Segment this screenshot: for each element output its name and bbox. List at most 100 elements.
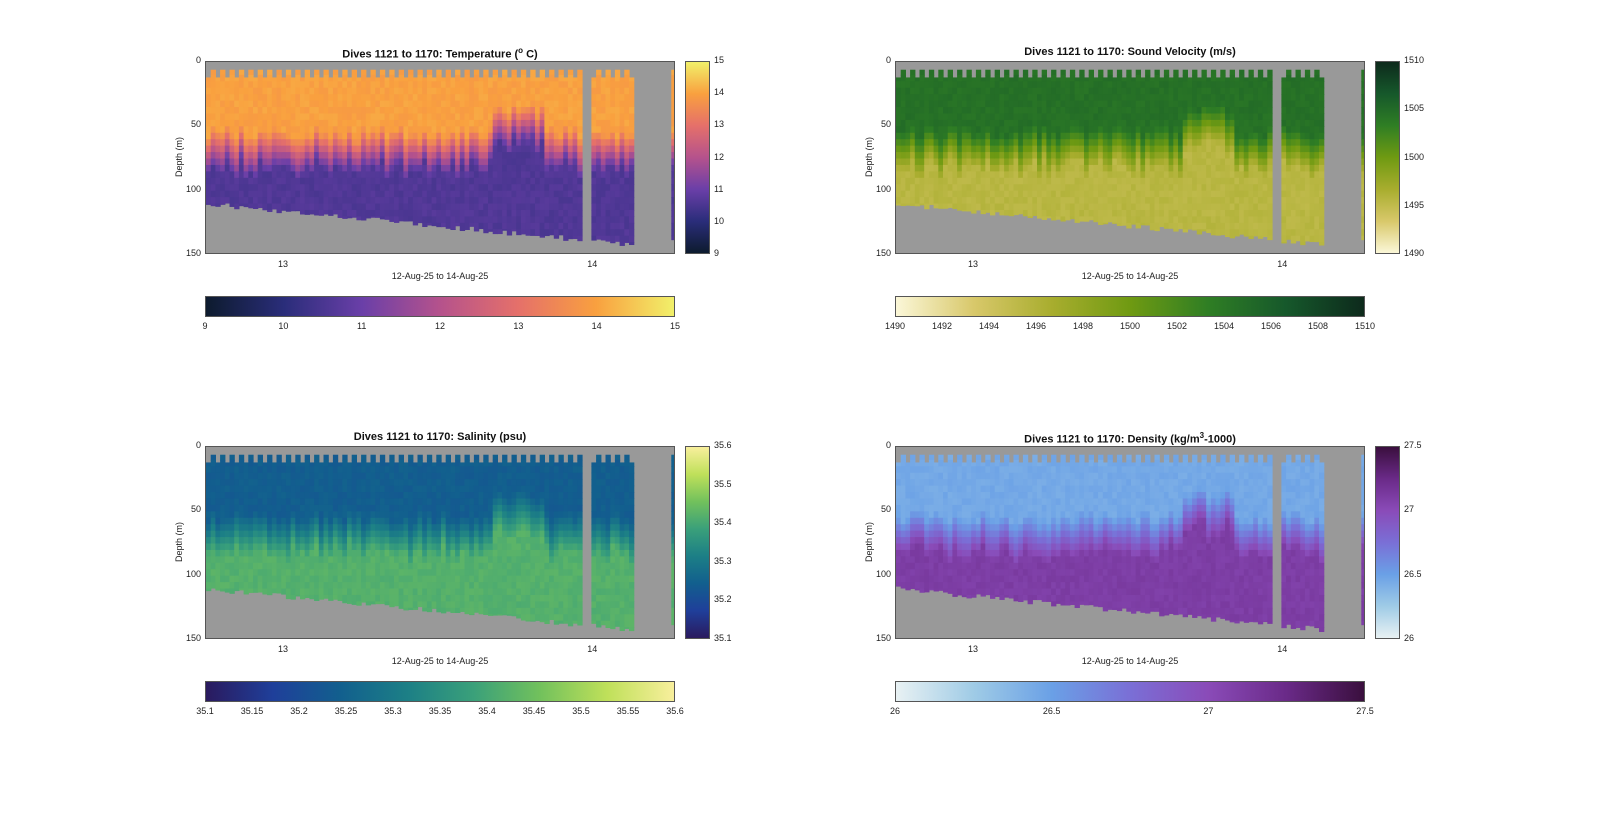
temperature-cell [478, 197, 484, 205]
temperature-cell [234, 77, 240, 82]
temperature-cell [605, 81, 611, 89]
temperature-cell [351, 74, 357, 82]
sound-velocity-cell [1135, 216, 1141, 224]
temperature-cell [488, 113, 494, 121]
temperature-cell [229, 152, 235, 160]
temperature-cell [624, 216, 630, 224]
sound-velocity-cell [966, 152, 972, 160]
sound-velocity-cell [1149, 203, 1156, 211]
sound-velocity-cell [1088, 171, 1094, 179]
sound-velocity-cell [1239, 164, 1245, 172]
temperature-cell [248, 113, 254, 121]
salinity-cell [229, 492, 235, 500]
sound-velocity-cell [1239, 197, 1245, 205]
sound-velocity-cell [1243, 184, 1250, 192]
sound-velocity-cell [938, 158, 944, 166]
temperature-cell [431, 139, 437, 147]
sound-velocity-cell [1055, 132, 1062, 140]
sound-velocity-cell [1121, 209, 1127, 217]
salinity-cell [262, 498, 268, 506]
temperature-cell [558, 100, 564, 108]
sound-velocity-cell [1135, 132, 1141, 140]
sound-velocity-cell [1074, 87, 1080, 95]
salinity-cell [304, 472, 310, 480]
temperature-cell [567, 229, 574, 237]
sound-velocity-cell [1286, 113, 1292, 121]
temperature-cell [309, 139, 315, 147]
temperature-cell [210, 132, 216, 140]
temperature-cell [384, 119, 390, 127]
sound-velocity-cell [1069, 132, 1076, 140]
temperature-cell [483, 164, 489, 172]
temperature-cell [417, 69, 423, 76]
temperature-cell [257, 171, 263, 179]
temperature-hcolorbar-tick: 11 [356, 321, 367, 331]
salinity-cell [206, 462, 212, 467]
sound-velocity-cell [1248, 132, 1254, 140]
temperature-cell [436, 203, 442, 211]
sound-velocity-cell [1196, 126, 1203, 134]
temperature-cell [488, 222, 494, 230]
sound-velocity-cell [1060, 171, 1066, 179]
temperature-cell [394, 209, 400, 217]
sound-velocity-cell [1112, 139, 1118, 147]
temperature-cell [473, 203, 480, 211]
sound-velocity-cell [1300, 203, 1306, 211]
temperature-cell [497, 87, 503, 95]
salinity-cell [318, 575, 325, 583]
temperature-cell [276, 171, 282, 179]
salinity-cell [285, 492, 292, 500]
sound-velocity-cell [1257, 87, 1264, 95]
salinity-cell [271, 524, 278, 532]
sound-velocity-cell [975, 87, 982, 95]
temperature-cell [337, 81, 343, 89]
temperature-cell [591, 81, 597, 89]
temperature-cell [248, 184, 254, 192]
sound-velocity-cell [1178, 190, 1184, 198]
salinity-cell [257, 569, 263, 577]
temperature-cell [389, 184, 395, 192]
sound-velocity-cell [1257, 216, 1264, 224]
sound-velocity-cell [1126, 69, 1132, 76]
sound-velocity-cell [1027, 107, 1033, 115]
temperature-cell [525, 209, 531, 217]
temperature-cell [511, 132, 517, 140]
temperature-cell [436, 209, 442, 217]
temperature-cell [600, 229, 607, 237]
sound-velocity-cell [1126, 119, 1132, 127]
temperature-cell [671, 216, 674, 224]
salinity-cell [210, 569, 216, 577]
salinity-cell [309, 569, 315, 577]
temperature-cell [285, 87, 292, 95]
salinity-plot-area [205, 446, 675, 639]
salinity-cell [234, 472, 240, 480]
sound-velocity-cell [1032, 107, 1038, 115]
temperature-cell [431, 190, 437, 198]
temperature-cell [257, 74, 263, 82]
sound-velocity-cell [1225, 100, 1231, 108]
sound-velocity-cell [1210, 81, 1217, 89]
salinity-cell [281, 504, 287, 512]
sound-velocity-cell [1055, 87, 1062, 95]
sound-velocity-cell [1210, 69, 1217, 76]
sound-velocity-cell [1013, 132, 1019, 140]
temperature-cell [596, 222, 602, 230]
temperature-cell [351, 177, 357, 185]
sound-velocity-cell [1037, 145, 1043, 153]
sound-velocity-cell [975, 203, 982, 211]
temperature-heatmap [206, 62, 674, 253]
temperature-cell [248, 171, 254, 179]
sound-velocity-cell [1121, 197, 1127, 205]
sound-velocity-cell [1041, 197, 1047, 205]
sound-velocity-cell [1126, 197, 1132, 205]
sound-velocity-cell [1192, 126, 1198, 134]
temperature-cell [229, 100, 235, 108]
salinity-cell [285, 569, 292, 577]
temperature-cell [422, 107, 428, 115]
sound-velocity-cell [1032, 74, 1038, 82]
temperature-cell [394, 158, 400, 166]
sound-velocity-cell [910, 184, 916, 192]
sound-velocity-cell [1055, 171, 1062, 179]
temperature-cell [422, 209, 428, 217]
sound-velocity-cell [1008, 203, 1015, 211]
